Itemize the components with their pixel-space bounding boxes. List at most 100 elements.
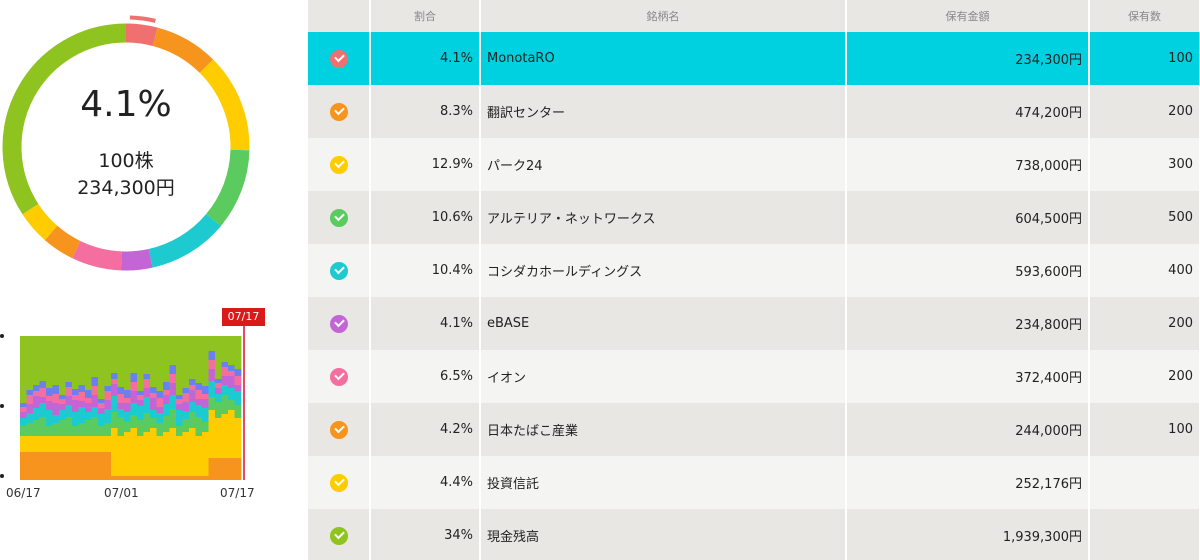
check-circle-icon[interactable] — [329, 49, 348, 68]
history-bar-segment — [39, 397, 47, 403]
table-row[interactable]: 12.9% パーク24 738,000円 300 — [308, 138, 1200, 191]
history-bar-segment — [130, 403, 138, 415]
table-row[interactable]: 10.6% アルテリア・ネットワークス 604,500円 500 — [308, 191, 1200, 244]
history-bar-segment — [143, 374, 151, 379]
header-amount[interactable]: 保有金額 — [846, 0, 1090, 32]
history-bar-segment — [169, 383, 177, 395]
history-bar-segment — [150, 393, 157, 398]
history-bar-segment — [137, 476, 144, 480]
history-bar-segment — [150, 418, 157, 428]
header-ratio[interactable]: 割合 — [370, 0, 481, 32]
table-row[interactable]: 8.3% 翻訳センター 474,200円 200 — [308, 85, 1200, 138]
history-bar-segment — [91, 452, 99, 480]
donut-slice-7[interactable] — [44, 225, 81, 259]
history-bar-cash — [117, 336, 125, 371]
row-check-cell[interactable] — [308, 138, 371, 191]
date-marker-label[interactable]: 07/17 — [222, 308, 265, 326]
check-circle-icon[interactable] — [329, 155, 348, 174]
table-row[interactable]: 4.4% 投資信託 252,176円 — [308, 456, 1200, 509]
history-bar-cash — [215, 336, 222, 365]
history-bar-segment — [202, 422, 209, 432]
history-bar-segment — [85, 452, 92, 480]
table-row[interactable]: 4.1% MonotaRO 234,300円 100 — [308, 32, 1200, 85]
donut-slice-3[interactable] — [206, 149, 250, 227]
allocation-history-chart: 07/17 06/17 07/01 07/17 — [0, 300, 300, 510]
row-check-cell[interactable] — [308, 32, 371, 85]
donut-slice-2[interactable] — [199, 59, 250, 151]
history-bar-segment — [85, 403, 92, 412]
row-check-cell[interactable] — [308, 85, 371, 138]
history-bar-segment — [65, 366, 73, 382]
check-circle-icon[interactable] — [329, 367, 348, 386]
donut-slice-5[interactable] — [120, 248, 153, 271]
row-check-cell[interactable] — [308, 509, 371, 560]
row-check-cell[interactable] — [308, 297, 371, 350]
check-circle-icon[interactable] — [329, 420, 348, 439]
table-row[interactable]: 4.1% eBASE 234,800円 200 — [308, 297, 1200, 350]
history-bar-segment — [221, 385, 229, 395]
history-bar-segment — [72, 400, 79, 412]
row-check-cell[interactable] — [308, 350, 371, 403]
table-row[interactable]: 10.4% コシダカホールディングス 593,600円 400 — [308, 244, 1200, 297]
history-bar-segment — [91, 361, 99, 377]
row-check-cell[interactable] — [308, 191, 371, 244]
history-bar-segment — [215, 388, 222, 394]
history-bar-segment — [124, 390, 131, 398]
history-bar-segment — [91, 395, 99, 407]
history-bar-segment — [104, 436, 112, 452]
history-bar-segment — [124, 476, 131, 480]
history-bar-segment — [52, 415, 60, 423]
donut-slice-4[interactable] — [148, 213, 221, 268]
check-circle-icon[interactable] — [329, 208, 348, 227]
history-bar-segment — [39, 417, 47, 436]
check-circle-icon[interactable] — [329, 526, 348, 545]
table-row[interactable]: 34% 現金残高 1,939,300円 — [308, 509, 1200, 560]
check-circle-icon[interactable] — [329, 261, 348, 280]
row-check-cell[interactable] — [308, 244, 371, 297]
donut-slice-6[interactable] — [72, 240, 122, 271]
history-bar-segment — [85, 412, 92, 420]
history-bar-cash — [39, 336, 47, 365]
header-name[interactable]: 銘柄名 — [480, 0, 847, 32]
history-bar-segment — [39, 388, 47, 397]
table-row[interactable]: 6.5% イオン 372,400円 200 — [308, 350, 1200, 403]
history-bar-segment — [176, 410, 183, 426]
history-bar-segment — [59, 399, 66, 404]
history-bar-segment — [195, 436, 203, 476]
donut-slice-8[interactable] — [22, 203, 58, 241]
check-circle-icon[interactable] — [329, 473, 348, 492]
check-circle-icon[interactable] — [329, 102, 348, 121]
history-bar-segment — [85, 376, 92, 390]
donut-slice-1[interactable] — [152, 27, 214, 74]
history-bar-segment — [228, 355, 235, 365]
history-bar-segment — [111, 476, 118, 480]
header-qty[interactable]: 保有数 — [1089, 0, 1200, 32]
x-tick-middle: 07/01 — [104, 486, 139, 500]
history-bar-segment — [202, 399, 209, 408]
history-bar-cash — [111, 336, 118, 359]
history-bar-segment — [130, 373, 138, 382]
history-bar-segment — [52, 423, 60, 436]
history-bar-segment — [195, 417, 203, 436]
selected-ratio: 4.1% — [80, 84, 172, 125]
selected-amount: 234,300円 — [77, 177, 175, 199]
row-qty: 100 — [1089, 32, 1200, 85]
history-bar-segment — [124, 380, 131, 390]
history-bar-segment — [111, 359, 118, 373]
history-bar-segment — [202, 394, 209, 399]
history-bar-segment — [104, 409, 112, 423]
history-bar-segment — [208, 381, 216, 397]
check-circle-icon[interactable] — [329, 314, 348, 333]
history-bar-segment — [143, 388, 151, 397]
history-bar-segment — [189, 390, 196, 402]
donut-slice-0[interactable] — [125, 23, 158, 47]
donut-slice-9[interactable] — [2, 23, 127, 215]
row-check-cell[interactable] — [308, 403, 371, 456]
row-check-cell[interactable] — [308, 456, 371, 509]
history-bar-segment — [228, 400, 235, 410]
history-bar-segment — [26, 404, 34, 413]
history-bar-segment — [117, 371, 125, 387]
history-bar-segment — [104, 374, 112, 386]
history-bar-segment — [46, 401, 53, 410]
table-row[interactable]: 4.2% 日本たばこ産業 244,000円 100 — [308, 403, 1200, 456]
